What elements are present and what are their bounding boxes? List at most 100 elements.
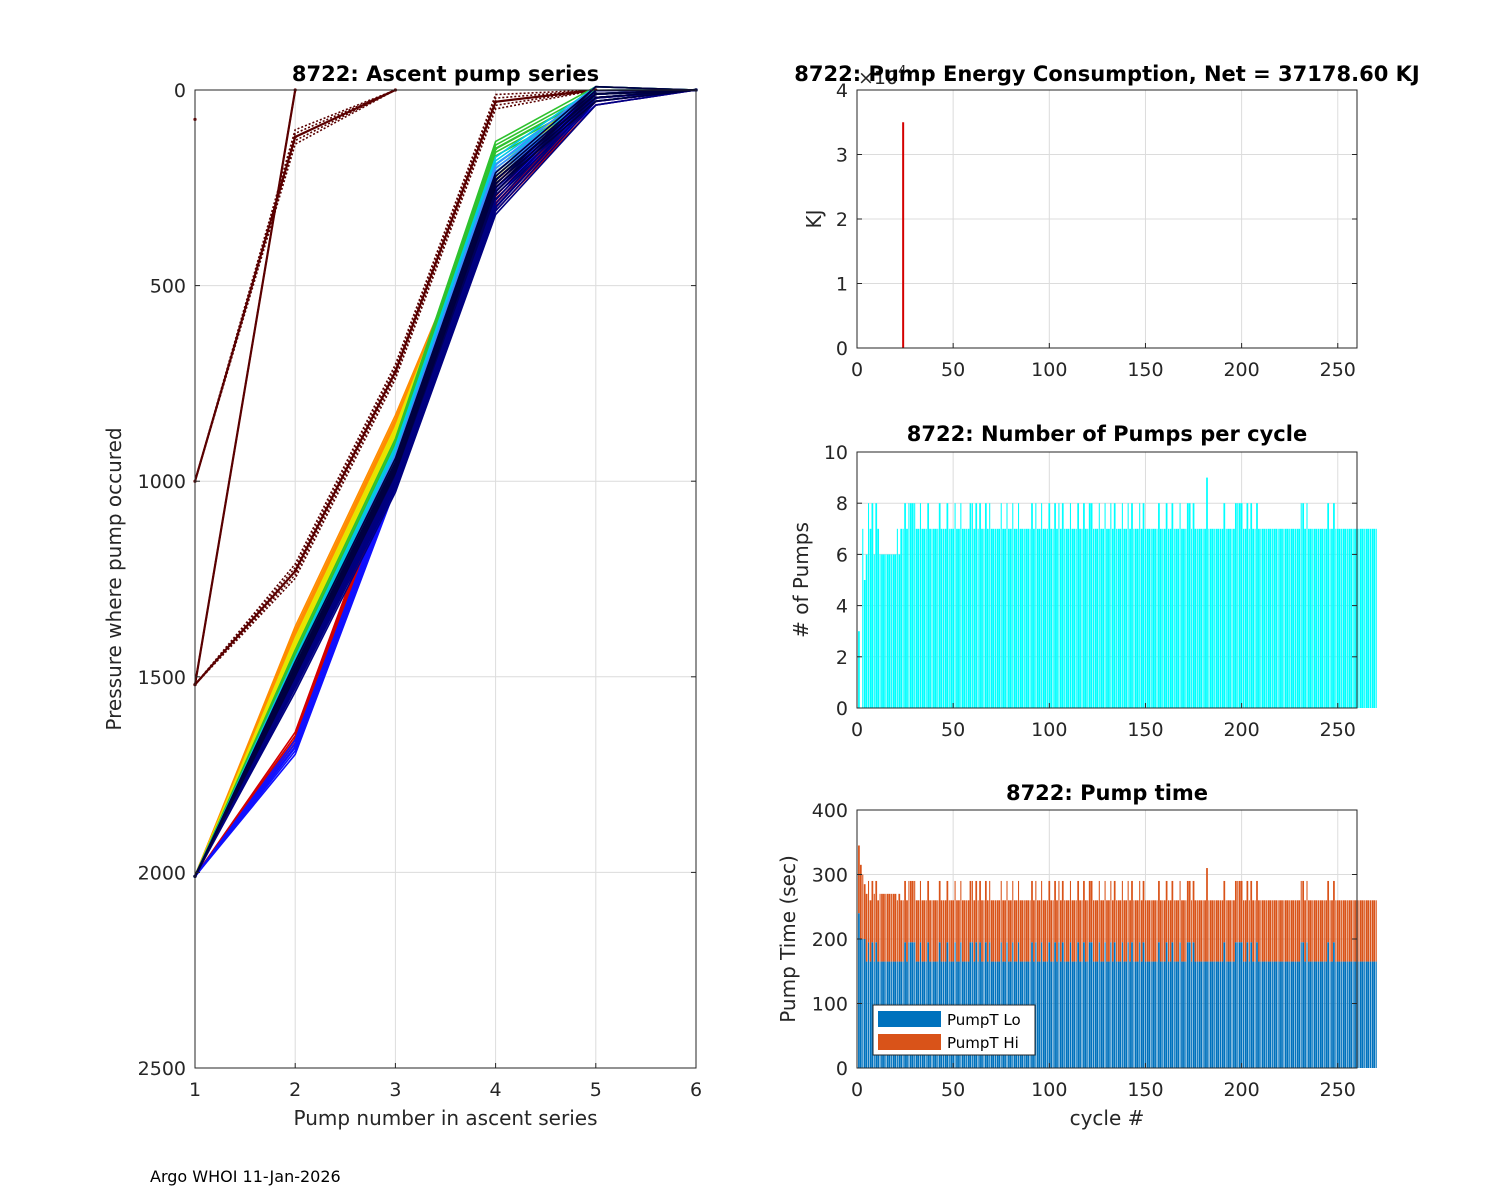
pumps-xtick-label: 0 [851, 719, 863, 741]
pump-time-lo-bar [1146, 961, 1149, 1068]
pumps-bar [1221, 528, 1224, 708]
pumps-bar [994, 528, 996, 708]
pumps-per-cycle-axes: 0 50 100 150 200 250 0 2 4 6 8 10 8722: Number of P… [789, 422, 1377, 741]
pumps-bar [1171, 503, 1174, 708]
pump-time-lo-bar [1286, 961, 1289, 1068]
pump-time-hi-bar [1292, 900, 1295, 962]
pump-time-lo-bar [1338, 961, 1341, 1068]
pump-time-hi-bar [1371, 900, 1374, 962]
pump-time-hi-bar [1140, 900, 1143, 962]
pumps-bar [1261, 528, 1264, 708]
pump-time-lo-bar [1361, 961, 1364, 1068]
pumps-bar [931, 528, 933, 708]
energy-xtick-label: 250 [1320, 359, 1356, 381]
pumps-bar [881, 554, 883, 708]
pump-time-hi-bar [896, 900, 898, 962]
pump-time-lo-bar [1059, 961, 1062, 1068]
pump-time-lo-bar [1106, 961, 1108, 1068]
pumps-bar [1284, 528, 1287, 708]
pump-time-ytick-label: 300 [812, 865, 848, 887]
pump-time-hi-bar [1346, 900, 1348, 962]
pump-time-lo-bar [1048, 942, 1051, 1068]
pumps-bar [1019, 528, 1022, 708]
pump-time-hi-bar [877, 900, 880, 962]
ascent-point [293, 569, 297, 573]
pump-time-hi-bar [1233, 900, 1235, 962]
pumps-bar [1289, 528, 1291, 708]
pump-time-hi-bar [1081, 900, 1083, 962]
legend-lo-swatch [878, 1011, 941, 1027]
pump-time-hi-bar [1283, 900, 1285, 962]
pump-time-hi-bar [1158, 880, 1160, 943]
pump-time-hi-bar [1025, 900, 1028, 962]
pumps-bar [1121, 503, 1123, 708]
pump-time-hi-bar [1042, 900, 1045, 962]
pumps-bar [943, 528, 945, 708]
pumps-bar [1033, 528, 1035, 708]
pump-time-legend: PumpT Lo PumpT Hi [872, 1004, 1036, 1056]
pump-time-hi-bar [1354, 900, 1356, 962]
pump-time-hi-bar [1050, 900, 1053, 962]
pump-time-lo-bar [1304, 961, 1306, 1068]
pumps-bar [977, 528, 979, 708]
pump-time-hi-bar [996, 900, 999, 962]
pumps-bar [1266, 528, 1268, 708]
ascent-point [293, 643, 297, 648]
pumps-bar [989, 503, 991, 708]
pump-time-lo-bar [1319, 961, 1322, 1068]
pump-time-lo-bar [1087, 961, 1089, 1068]
pumps-bar [1008, 528, 1010, 708]
pump-time-hi-bar [1204, 900, 1206, 962]
pumps-bar [1323, 528, 1325, 708]
pump-time-hi-bar [909, 880, 912, 943]
pump-time-lo-bar [1110, 942, 1112, 1068]
pump-time-hi-bar [1365, 900, 1368, 962]
pump-time-lo-bar [1144, 961, 1146, 1068]
pump-time-hi-bar [1243, 900, 1245, 962]
pump-time-hi-bar [1181, 900, 1183, 962]
pumps-bar [1371, 528, 1374, 708]
pumps-bar [1350, 528, 1353, 708]
pump-time-hi-bar [1162, 900, 1164, 962]
pump-time-hi-bar [1200, 900, 1203, 962]
pump-time-hi-bar [1102, 900, 1105, 962]
pumps-bar [1331, 528, 1333, 708]
pumps-bar [1277, 528, 1279, 708]
ascent-ytick-label: 500 [150, 276, 186, 298]
pumps-bar [915, 528, 918, 708]
pump-time-lo-bar [1359, 961, 1362, 1068]
pump-time-hi-bar [1336, 900, 1339, 962]
pump-time-hi-bar [977, 900, 979, 962]
pumps-bar [1348, 528, 1351, 708]
pump-time-lo-bar [1354, 961, 1356, 1068]
pumps-bar [1134, 528, 1137, 708]
pump-time-hi-bar [1013, 900, 1016, 962]
pump-time-hi-bar [979, 880, 981, 943]
pump-time-ytick-label: 200 [812, 929, 848, 951]
pumps-bar [873, 554, 875, 708]
pump-time-lo-bar [1325, 961, 1328, 1068]
pump-time-hi-bar [1313, 900, 1316, 962]
pumps-bar [944, 528, 947, 708]
pump-time-lo-bar [1140, 961, 1143, 1068]
pump-time-hi-bar [1079, 900, 1081, 962]
pump-time-lo-bar [1129, 961, 1131, 1068]
pump-time-hi-bar [1073, 900, 1076, 962]
pumps-bar [1298, 528, 1301, 708]
pumps-bar [869, 528, 872, 708]
energy-multiplier-exponent: 4 [898, 64, 906, 79]
pump-time-hi-bar [1208, 900, 1210, 962]
pump-time-hi-bar [1373, 900, 1376, 962]
pump-time-lo-bar [1073, 961, 1076, 1068]
pumps-bar [961, 528, 964, 708]
pump-time-hi-bar [929, 900, 931, 962]
pump-time-hi-bar [1348, 900, 1351, 962]
energy-bars [902, 122, 905, 348]
pumps-bar [925, 528, 927, 708]
pump-time-lo-bar [1254, 961, 1256, 1068]
pumps-bar [1038, 528, 1041, 708]
pump-time-lo-bar [1256, 942, 1258, 1068]
pumps-bar [1354, 528, 1356, 708]
pump-time-hi-bar [1258, 900, 1260, 962]
pumps-bar [1069, 503, 1071, 708]
